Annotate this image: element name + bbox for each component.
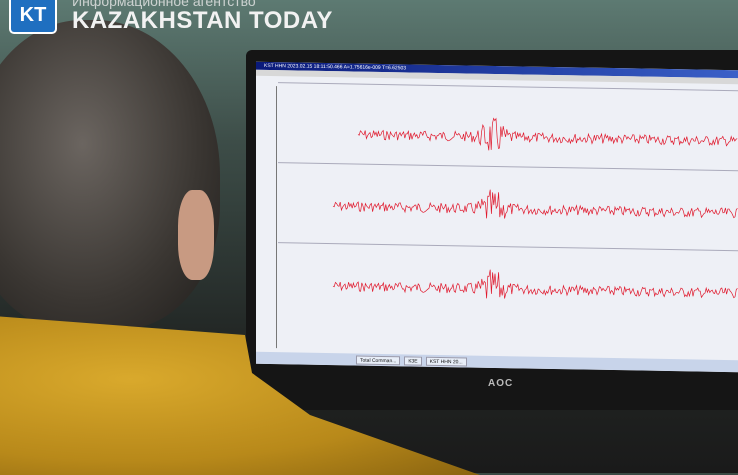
logo: KT [9, 0, 57, 34]
taskbar-item[interactable]: Total Comman... [356, 355, 401, 365]
person-ear [178, 190, 214, 280]
monitor-screen: KST HHN 2023.02.15 18:11:50.466 A=1.7561… [256, 61, 738, 373]
seismogram-trace [278, 242, 738, 331]
seismic-waveform [332, 189, 738, 219]
taskbar-item[interactable]: КЗЕ [404, 355, 422, 366]
seismogram-trace [278, 82, 738, 171]
taskbar-item[interactable]: KST HHN 20... [425, 356, 467, 366]
seismic-waveform [332, 269, 738, 299]
y-axis [276, 86, 277, 349]
seismic-waveform [357, 117, 738, 151]
monitor-brand: AOC [488, 378, 514, 389]
logo-name: KAZAKHSTAN TODAY [72, 7, 333, 34]
seismogram-trace [278, 162, 738, 251]
logo-subtitle: Информационное агентство [72, 0, 256, 9]
person-head [0, 20, 220, 330]
